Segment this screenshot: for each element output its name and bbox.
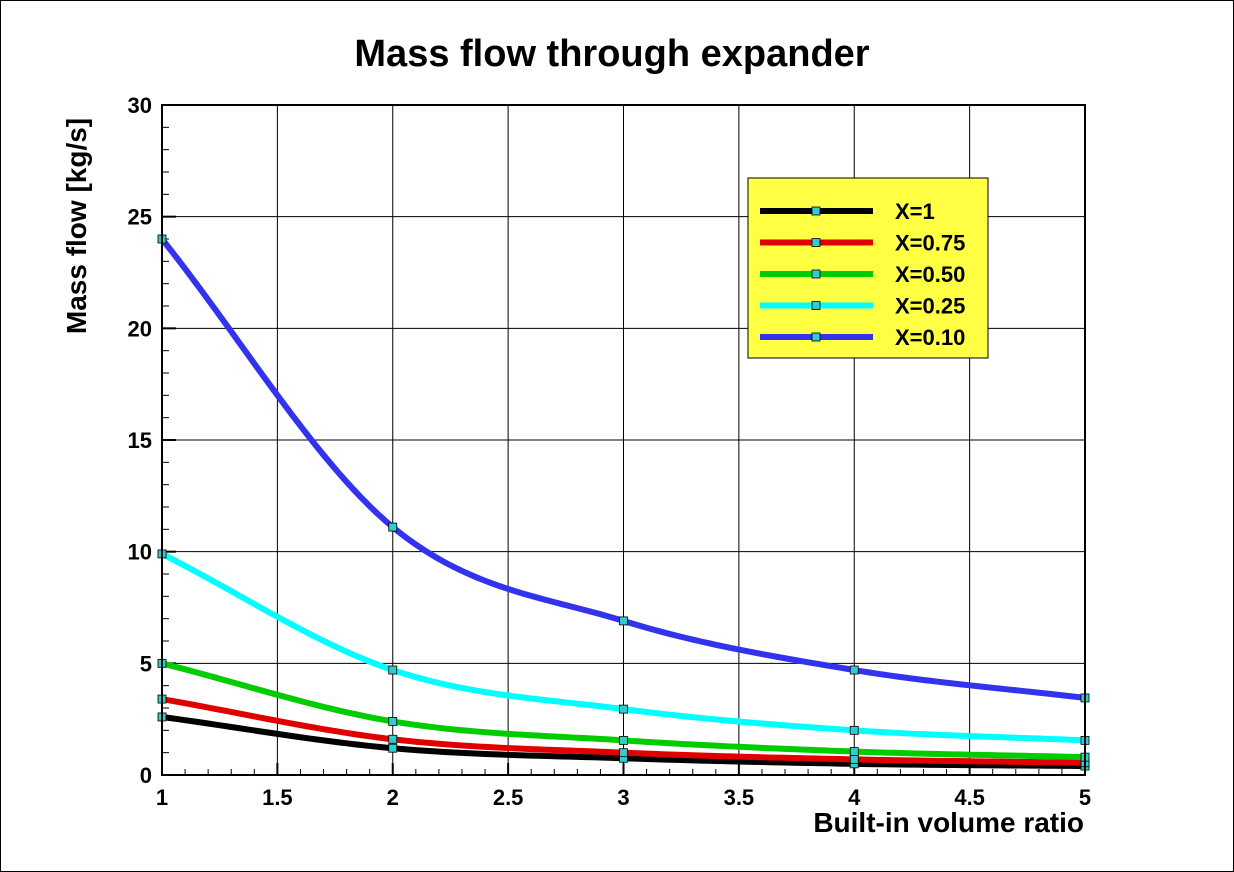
y-tick-label: 10 <box>128 540 152 565</box>
legend-marker-x-0-50 <box>811 269 821 279</box>
data-point-x-0-25 <box>619 704 628 714</box>
data-point-x-0-50 <box>849 747 859 756</box>
data-point-x-0-10 <box>619 616 628 626</box>
legend-marker-x-0-10 <box>811 332 821 342</box>
data-point-x-0-75 <box>849 754 859 764</box>
y-axis-label: Mass flow [kg/s] <box>61 118 92 334</box>
legend: X=1 X=0.75 X=0.50 X=0.25 X=0.10 <box>747 177 989 359</box>
x-tick-label: 4.5 <box>954 785 985 810</box>
y-tick-label: 5 <box>140 651 152 676</box>
y-tick-label: 0 <box>140 763 152 788</box>
x-tick-label: 4 <box>848 785 861 810</box>
data-point-x-0-50 <box>619 735 628 745</box>
legend-label: X=0.10 <box>895 325 965 350</box>
x-tick-label: 3 <box>617 785 629 810</box>
data-point-x-0-75 <box>619 748 628 758</box>
axis-ticks: 1 1.5 2 2.5 3 3.5 4 4.5 5 0 5 10 15 20 25 30 <box>128 93 1092 810</box>
legend-marker-x-0-25 <box>811 301 821 310</box>
legend-label: X=0.50 <box>895 262 965 287</box>
data-point-x-0-25 <box>388 665 398 675</box>
x-tick-label: 2 <box>387 785 399 810</box>
data-point-x-0-25 <box>849 725 859 735</box>
legend-label: X=1 <box>895 199 935 224</box>
legend-label: X=0.25 <box>895 294 965 319</box>
plot-area-border <box>161 104 1086 776</box>
x-tick-label: 1 <box>156 785 168 810</box>
data-point-x-0-50 <box>388 717 398 726</box>
chart-title: Mass flow through expander <box>354 33 869 75</box>
legend-marker-x-1 <box>811 206 821 216</box>
data-point-x-0-10 <box>849 665 859 675</box>
data-point-x-0-75 <box>388 734 398 744</box>
data-point-x-0-10 <box>388 522 398 532</box>
y-tick-label: 25 <box>128 205 152 230</box>
y-tick-label: 15 <box>128 428 152 453</box>
legend-label: X=0.75 <box>895 231 965 256</box>
x-tick-label: 3.5 <box>724 785 755 810</box>
x-tick-label: 1.5 <box>262 785 293 810</box>
x-tick-label: 5 <box>1079 785 1091 810</box>
x-tick-label: 2.5 <box>493 785 524 810</box>
y-tick-label: 30 <box>128 93 152 118</box>
x-axis-label: Built-in volume ratio <box>813 807 1084 838</box>
y-tick-label: 20 <box>128 316 152 341</box>
legend-marker-x-0-75 <box>811 238 821 247</box>
data-point-x-1 <box>388 743 398 753</box>
